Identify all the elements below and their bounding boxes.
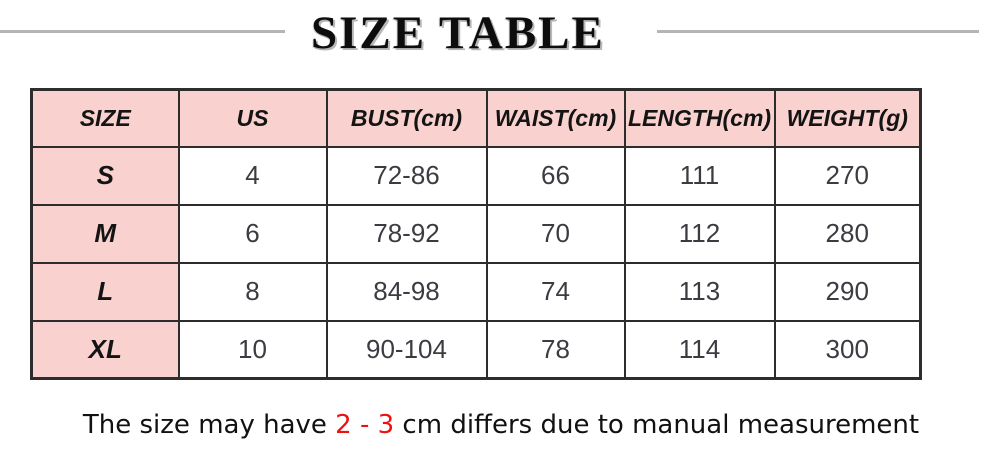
table-row-s: S 4 72-86 66 111 270 xyxy=(30,145,922,206)
table-body: S 4 72-86 66 111 270 M 6 78-92 70 112 28… xyxy=(30,145,922,380)
table-row-m: M 6 78-92 70 112 280 xyxy=(30,203,922,264)
header-cell-us: US xyxy=(177,88,328,148)
table-cell: 70 xyxy=(485,203,626,264)
table-header: SIZE US BUST(cm) WAIST(cm) LENGTH(cm) WE… xyxy=(30,88,922,148)
left-divider-line xyxy=(0,29,285,33)
measurement-note: The size may have 2 - 3 cm differs due t… xyxy=(0,410,1002,440)
table-cell: 113 xyxy=(623,261,776,322)
table-cell: 10 xyxy=(177,319,328,380)
header-cell-bust: BUST(cm) xyxy=(325,88,488,148)
right-divider-line xyxy=(656,29,979,33)
table-cell: 290 xyxy=(773,261,922,322)
table-cell: 280 xyxy=(773,203,922,264)
table-cell: 6 xyxy=(177,203,328,264)
table-cell: 8 xyxy=(177,261,328,322)
size-table: SIZE US BUST(cm) WAIST(cm) LENGTH(cm) WE… xyxy=(30,88,922,380)
table-cell: 300 xyxy=(773,319,922,380)
size-label-cell: M xyxy=(30,203,180,264)
header-cell-size: SIZE xyxy=(30,88,180,148)
table-cell: 270 xyxy=(773,145,922,206)
size-label-cell: S xyxy=(30,145,180,206)
page-title: SIZE TABLE xyxy=(311,6,605,59)
table-cell: 66 xyxy=(485,145,626,206)
note-highlight: 2 - 3 xyxy=(335,410,395,440)
table-row-l: L 8 84-98 74 113 290 xyxy=(30,261,922,322)
table-cell: 114 xyxy=(623,319,776,380)
table-cell: 78 xyxy=(485,319,626,380)
table-cell: 4 xyxy=(177,145,328,206)
table-cell: 111 xyxy=(623,145,776,206)
note-prefix: The size may have xyxy=(82,410,336,440)
size-label-cell: XL xyxy=(30,319,180,380)
table-cell: 72-86 xyxy=(325,145,488,206)
table-row-xl: XL 10 90-104 78 114 300 xyxy=(30,319,922,380)
table-cell: 90-104 xyxy=(325,319,488,380)
note-suffix: cm differs due to manual measurement xyxy=(394,410,920,440)
header-cell-weight: WEIGHT(g) xyxy=(773,88,922,148)
header-cell-length: LENGTH(cm) xyxy=(623,88,776,148)
table-cell: 84-98 xyxy=(325,261,488,322)
table-cell: 78-92 xyxy=(325,203,488,264)
header-cell-waist: WAIST(cm) xyxy=(485,88,626,148)
size-label-cell: L xyxy=(30,261,180,322)
table-cell: 112 xyxy=(623,203,776,264)
table-cell: 74 xyxy=(485,261,626,322)
title-block: SIZE TABLE xyxy=(0,0,1002,62)
header-row: SIZE US BUST(cm) WAIST(cm) LENGTH(cm) WE… xyxy=(30,88,922,148)
